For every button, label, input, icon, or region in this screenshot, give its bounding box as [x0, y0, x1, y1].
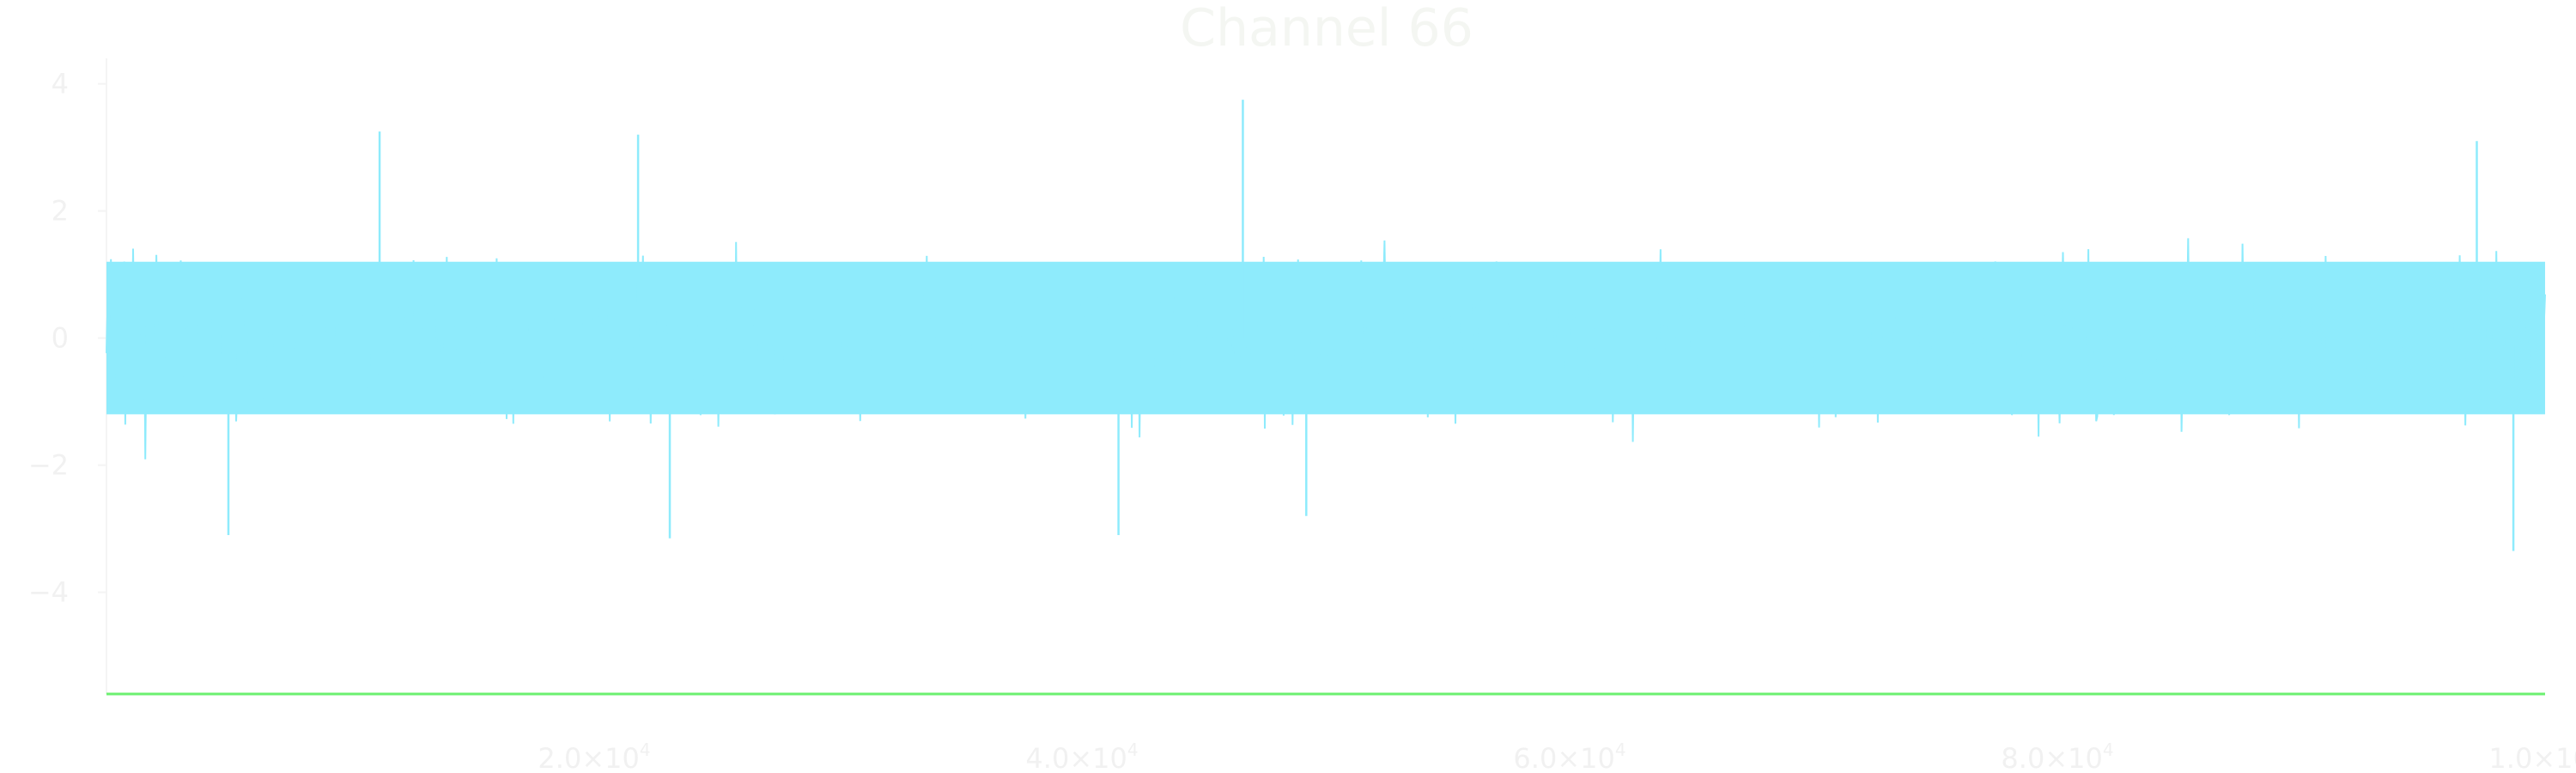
x-tick-mantissa: 8.0×10	[2001, 742, 2102, 773]
x-tick-mantissa: 6.0×10	[1513, 742, 1614, 773]
x-tick-mantissa: 4.0×10	[1025, 742, 1127, 773]
x-tick-exponent: 4	[1127, 740, 1139, 760]
y-tick-label: 0	[52, 322, 69, 355]
y-tick-label: −2	[28, 449, 69, 482]
x-tick-label: 4.0×104	[1025, 740, 1138, 773]
x-tick-label: 6.0×104	[1513, 740, 1625, 773]
y-tick-label: −4	[28, 576, 69, 609]
x-tick-mantissa: 2.0×10	[538, 742, 639, 773]
x-tick-exponent: 4	[640, 740, 651, 760]
y-tick-label: 2	[52, 195, 69, 228]
x-tick-exponent: 4	[2103, 740, 2114, 760]
x-tick-label: 1.0×105	[2488, 740, 2576, 773]
y-tick-label: 4	[52, 68, 69, 100]
x-tick-label: 2.0×104	[538, 740, 650, 773]
chart-title: Channel 66	[1180, 0, 1473, 58]
signal-spikes	[227, 100, 2515, 551]
signal-trace	[106, 238, 2546, 460]
x-tick-mantissa: 1.0×10	[2488, 742, 2576, 773]
y-axis-ticks: 4 2 0 −2 −4	[28, 68, 106, 609]
x-tick-label: 8.0×104	[2001, 740, 2113, 773]
x-tick-exponent: 4	[1615, 740, 1626, 760]
